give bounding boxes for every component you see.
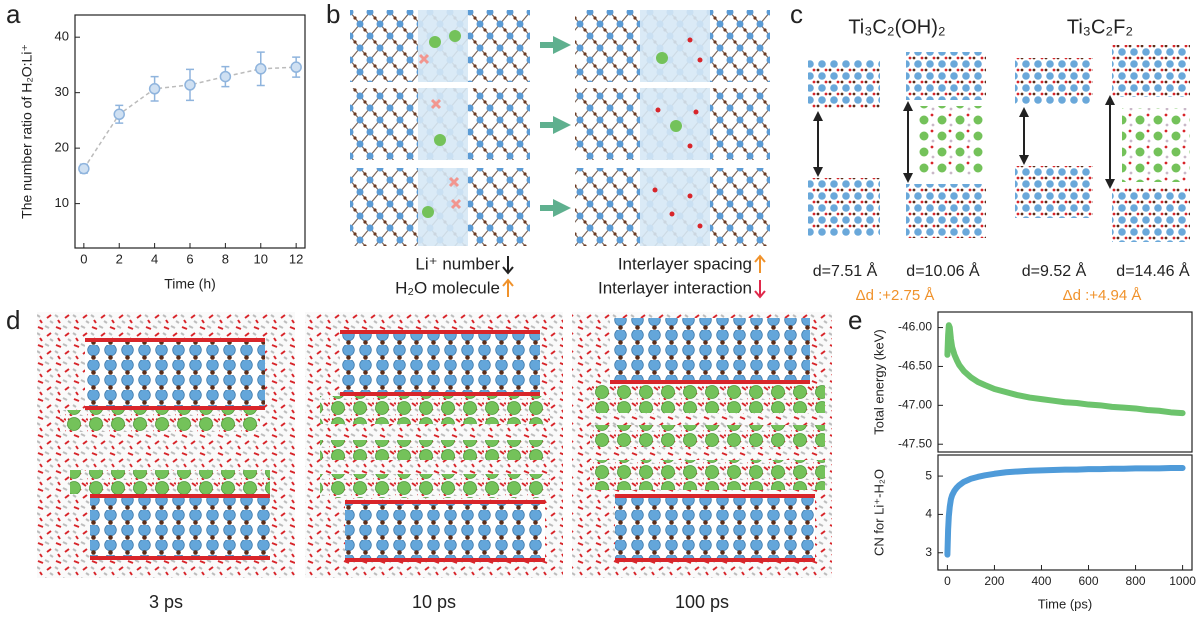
x-tick-label: 1000: [1169, 574, 1196, 588]
structure-title: Ti₃C₂(OH)₂: [848, 16, 945, 38]
snapshot: [37, 312, 295, 578]
spacing-label: d=14.46 Å: [1116, 261, 1190, 280]
spacing-label: d=9.52 Å: [1022, 261, 1087, 280]
y-tick-label: 5: [925, 468, 932, 482]
x-tick-label: 4: [151, 251, 158, 266]
panel-d-snapshots: [37, 312, 832, 578]
y-axis-label: CN for Li⁺-H₂O: [871, 469, 886, 556]
plot-frame: [937, 311, 1193, 453]
x-axis-label: Time (h): [164, 276, 216, 292]
structure-row: [350, 168, 770, 246]
y-tick-label: -47.00: [898, 398, 932, 412]
structure-row: [350, 88, 770, 160]
spacing-change: Δd :+4.94 Å: [1063, 287, 1142, 304]
spacing-label: d=10.06 Å: [906, 261, 980, 280]
x-tick-label: 0: [80, 251, 87, 266]
series-line: [944, 322, 1186, 417]
y-tick-label: 40: [55, 29, 69, 44]
down-arrow: [502, 256, 514, 275]
y-tick-label: 30: [55, 84, 69, 99]
up-arrow: [754, 254, 766, 273]
caption: H₂O molecule: [395, 278, 500, 297]
plot-frame: [937, 454, 1193, 571]
time-label: 10 ps: [412, 592, 456, 612]
x-tick-label: 800: [1126, 574, 1146, 588]
panel-label: e: [848, 305, 862, 335]
point: [219, 70, 232, 83]
caption: Interlayer spacing: [618, 254, 752, 273]
y-axis-label: The number ratio of H₂O:Li⁺: [19, 44, 35, 219]
y-axis-label: Total energy (keV): [871, 329, 886, 435]
y-tick-label: -46.00: [898, 320, 932, 334]
x-tick-label: 6: [186, 251, 193, 266]
panel-label: a: [6, 0, 21, 29]
panel-label: d: [6, 305, 20, 335]
point: [78, 162, 90, 175]
point: [255, 63, 267, 75]
y-tick-label: 20: [55, 140, 69, 155]
x-tick-label: 2: [116, 251, 123, 266]
x-tick-label: 600: [1079, 574, 1099, 588]
structure-row: [350, 10, 770, 82]
spacing-label: d=7.51 Å: [813, 261, 878, 280]
point: [290, 61, 302, 73]
series-line: [944, 465, 1186, 558]
y-tick-label: -47.50: [898, 436, 932, 450]
y-tick-label: 3: [925, 545, 932, 559]
y-tick-label: -46.50: [898, 359, 932, 373]
point: [184, 79, 196, 91]
panel-label: b: [326, 0, 340, 29]
x-tick-label: 400: [1031, 574, 1051, 588]
x-axis-label: Time (ps): [1038, 596, 1092, 611]
spacing-change: Δd :+2.75 Å: [856, 287, 935, 304]
x-tick-label: 10: [254, 251, 268, 266]
snapshot: [572, 312, 832, 578]
time-label: 3 ps: [149, 592, 183, 612]
y-tick-label: 4: [925, 507, 932, 521]
point: [148, 83, 161, 95]
structure-title: Ti₃C₂F₂: [1067, 16, 1133, 38]
panel-label: c: [790, 0, 803, 29]
x-tick-label: 0: [944, 574, 951, 588]
point: [113, 108, 125, 121]
panel-c-structures: [808, 45, 1190, 242]
plot-frame: [74, 14, 306, 249]
x-tick-label: 200: [984, 574, 1004, 588]
time-label: 100 ps: [675, 592, 729, 612]
caption: Li⁺ number: [415, 254, 500, 273]
snapshot: [305, 312, 563, 578]
caption: Interlayer interaction: [598, 278, 752, 297]
down-arrow: [754, 280, 766, 299]
x-tick-label: 8: [222, 251, 229, 266]
y-tick-label: 10: [55, 195, 69, 210]
up-arrow: [502, 278, 514, 297]
x-tick-label: 12: [289, 251, 303, 266]
panel-b-images: [350, 10, 770, 246]
